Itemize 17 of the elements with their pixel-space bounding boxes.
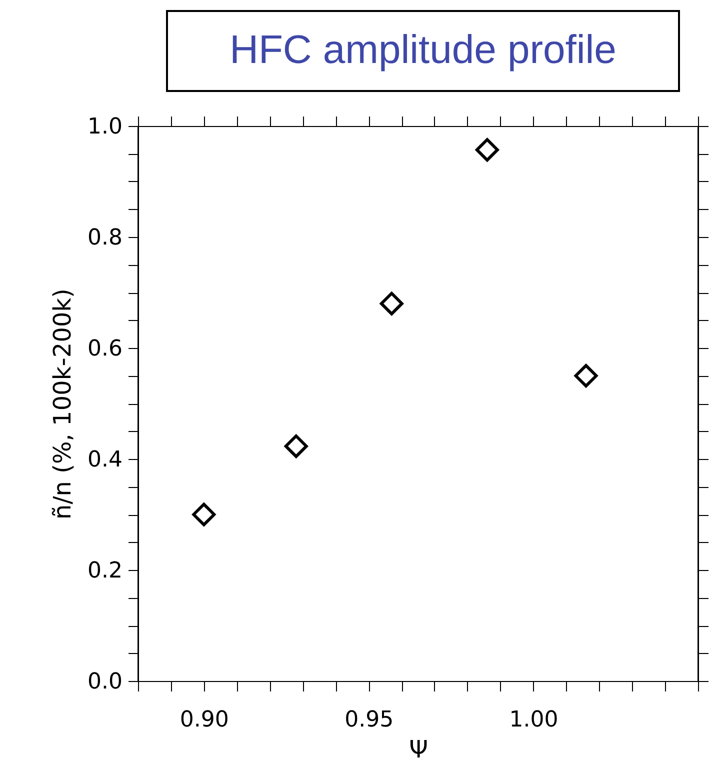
y-axis-title: ñ/n (%, 100k-200k) — [48, 288, 77, 520]
y-tick-label: 0.8 — [88, 226, 122, 250]
point — [574, 364, 598, 388]
chart-title: HFC amplitude profile — [230, 28, 616, 72]
point — [380, 292, 404, 316]
y-tick-label: 0.6 — [88, 336, 122, 362]
point — [284, 434, 308, 458]
y-tick-label: 1.0 — [88, 114, 122, 140]
y-tick-label: 0.4 — [88, 448, 122, 472]
point — [192, 502, 216, 526]
y-tick-label: 0.2 — [88, 558, 122, 584]
x-tick-label: 0.95 — [344, 708, 394, 732]
point — [475, 138, 499, 162]
x-tick-label: 1.00 — [509, 708, 558, 732]
x-tick-label: 0.90 — [180, 708, 229, 732]
y-tick-label: 0.0 — [88, 670, 122, 694]
x-axis-title: Ψ — [409, 736, 428, 764]
